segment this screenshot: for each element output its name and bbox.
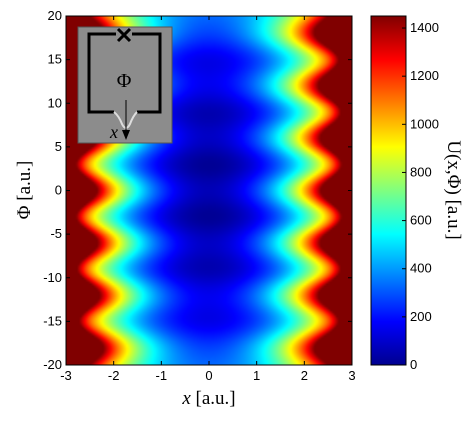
x-tick-label: 2 (301, 368, 308, 383)
colorbar-tick-label: 1000 (410, 116, 439, 131)
colorbar-label: U(x,Φ) [a.u.] (443, 140, 464, 239)
colorbar-ticks: 0 200 400 600 800 1000 1200 1400 (402, 20, 439, 372)
colorbar: 0 200 400 600 800 1000 1200 1400 U(x,Φ) [a.u.] (370, 15, 464, 372)
inset-x-label: x (109, 122, 118, 142)
arrow-down-icon (122, 130, 130, 140)
colorbar-tick-label: 200 (410, 309, 432, 324)
y-axis-label: Φ [a.u.] (14, 161, 35, 220)
x-tick-label: 3 (348, 368, 355, 383)
y-tick-label: -15 (43, 313, 62, 328)
colorbar-tick-label: 400 (410, 261, 432, 276)
colorbar-tick-label: 1400 (410, 20, 439, 35)
y-tick-label: 20 (48, 8, 62, 23)
y-tick-label: -5 (50, 226, 62, 241)
y-tick-label: 5 (55, 139, 62, 154)
x-tick-label: -2 (108, 368, 120, 383)
inset-phi-label: Φ (117, 70, 132, 92)
cross-icon (116, 27, 132, 43)
x-axis-variable: x (181, 388, 191, 409)
inset-diagram: Φ x (77, 26, 173, 144)
x-axis-label: x [a.u.] (181, 388, 235, 409)
colorbar-tick-label: 600 (410, 213, 432, 228)
x-ticks: -3 -2 -1 0 1 2 3 (60, 16, 356, 383)
y-tick-label: -10 (43, 270, 62, 285)
y-tick-label: 10 (48, 95, 62, 110)
inset-background (77, 26, 173, 144)
colorbar-tick-label: 1200 (410, 68, 439, 83)
x-tick-label: -3 (60, 368, 72, 383)
y-ticks: -20 -15 -10 -5 0 5 10 15 20 (43, 8, 352, 372)
y-tick-label: 0 (55, 183, 62, 198)
y-tick-label: 15 (48, 52, 62, 67)
colorbar-gradient (371, 16, 406, 365)
x-tick-label: -1 (156, 368, 168, 383)
colorbar-tick-label: 800 (410, 164, 432, 179)
x-tick-label: 1 (253, 368, 260, 383)
colorbar-frame (370, 15, 407, 366)
colorbar-tick-label: 0 (410, 357, 417, 372)
inset-circuit-loop (87, 32, 162, 114)
x-tick-label: 0 (205, 368, 212, 383)
y-tick-label: -20 (43, 357, 62, 372)
x-axis-unit: [a.u.] (191, 388, 236, 409)
